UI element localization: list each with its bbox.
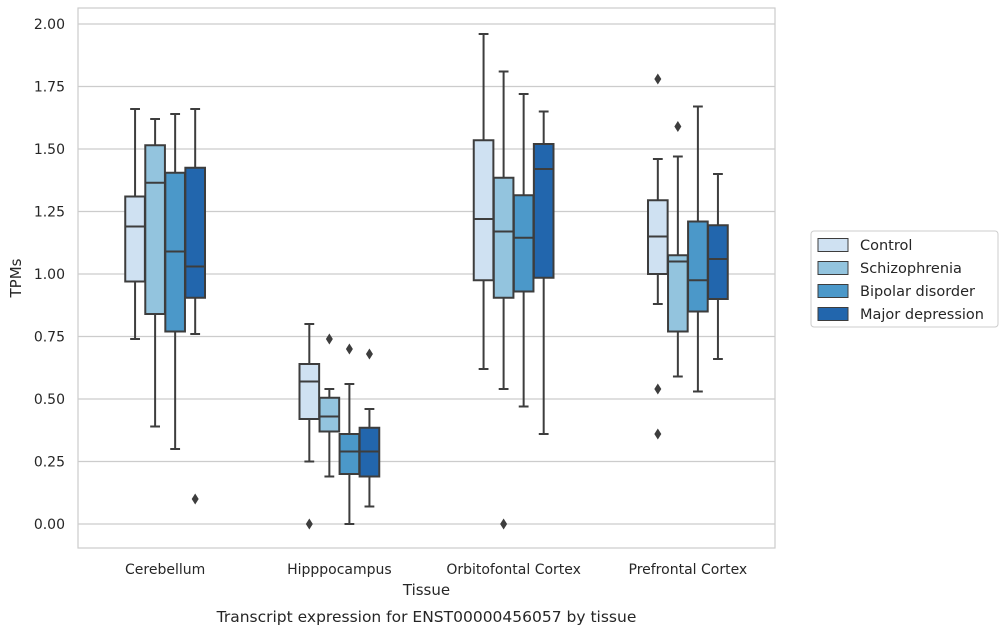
outlier-point: [654, 383, 662, 395]
box-body: [124, 195, 146, 283]
plot-frame: [77, 7, 776, 549]
outlier-point: [345, 343, 353, 355]
y-tick-labels: 0.00 0.25 0.50 0.75 1.00 1.25 1.50 1.75 2.00: [34, 17, 65, 533]
y-tick-label: 0.50: [34, 392, 65, 408]
box-body: [298, 363, 321, 420]
y-tick-label: 1.50: [34, 142, 65, 158]
box: [164, 113, 186, 450]
box-body: [667, 254, 689, 333]
y-axis-label: TPMs: [7, 258, 25, 298]
y-tick-label: 1.00: [34, 267, 65, 283]
box-body: [532, 143, 555, 279]
outlier-point: [500, 518, 508, 530]
box: [472, 33, 495, 370]
x-tick-label: Prefrontal Cortex: [629, 562, 748, 578]
box: [184, 108, 207, 505]
box: [667, 121, 689, 378]
y-tick-label: 0.75: [34, 330, 65, 346]
chart-caption: Transcript expression for ENST0000045605…: [216, 608, 637, 626]
box-body: [512, 194, 535, 293]
legend: Control Schizophrenia Bipolar disorder Majo…: [810, 230, 999, 328]
legend-swatch: [817, 238, 849, 252]
x-tick-label: Cerebellum: [125, 562, 205, 578]
outlier-point: [654, 73, 662, 85]
box: [318, 333, 341, 478]
legend-label: Control: [860, 238, 912, 254]
x-tick-label: Hipppocampus: [287, 562, 392, 578]
x-tick-labels: Cerebellum Hipppocampus Orbitofontal Corte…: [125, 562, 747, 578]
outlier-point: [674, 121, 682, 132]
legend-label: Schizophrenia: [860, 261, 962, 277]
y-tick-label: 1.25: [34, 205, 65, 221]
y-tick-label: 0.00: [34, 517, 65, 533]
x-tick-label: Orbitofontal Cortex: [446, 562, 581, 578]
box-body: [472, 139, 495, 282]
box: [124, 108, 146, 340]
box: [646, 73, 669, 440]
outlier-point: [365, 348, 373, 360]
legend-swatch: [817, 261, 849, 275]
legend-frame: [810, 230, 999, 328]
box-body: [687, 220, 709, 313]
outlier-point: [305, 518, 313, 530]
outlier-point: [654, 428, 662, 440]
box: [144, 118, 166, 428]
box: [338, 343, 361, 525]
boxes: [124, 33, 729, 530]
box-body: [318, 396, 341, 433]
outlier-point: [325, 333, 333, 345]
x-axis-label: Tissue: [402, 581, 450, 599]
box-body: [184, 166, 207, 299]
y-tick-label: 0.25: [34, 455, 65, 471]
y-tick-label: 1.75: [34, 80, 65, 96]
box-body: [144, 144, 166, 315]
box: [707, 173, 729, 360]
box: [532, 110, 555, 435]
box-body: [492, 176, 515, 299]
outlier-point: [191, 493, 199, 505]
legend-label: Major depression: [860, 307, 984, 323]
box: [298, 323, 321, 530]
legend-swatch: [817, 284, 849, 298]
box-body: [338, 433, 361, 475]
box: [492, 70, 515, 530]
y-tick-label: 2.00: [34, 17, 65, 33]
box: [358, 348, 381, 508]
box: [687, 105, 709, 393]
legend-swatch: [817, 307, 849, 321]
box: [512, 93, 535, 408]
box-body: [707, 224, 729, 300]
legend-label: Bipolar disorder: [860, 284, 975, 300]
